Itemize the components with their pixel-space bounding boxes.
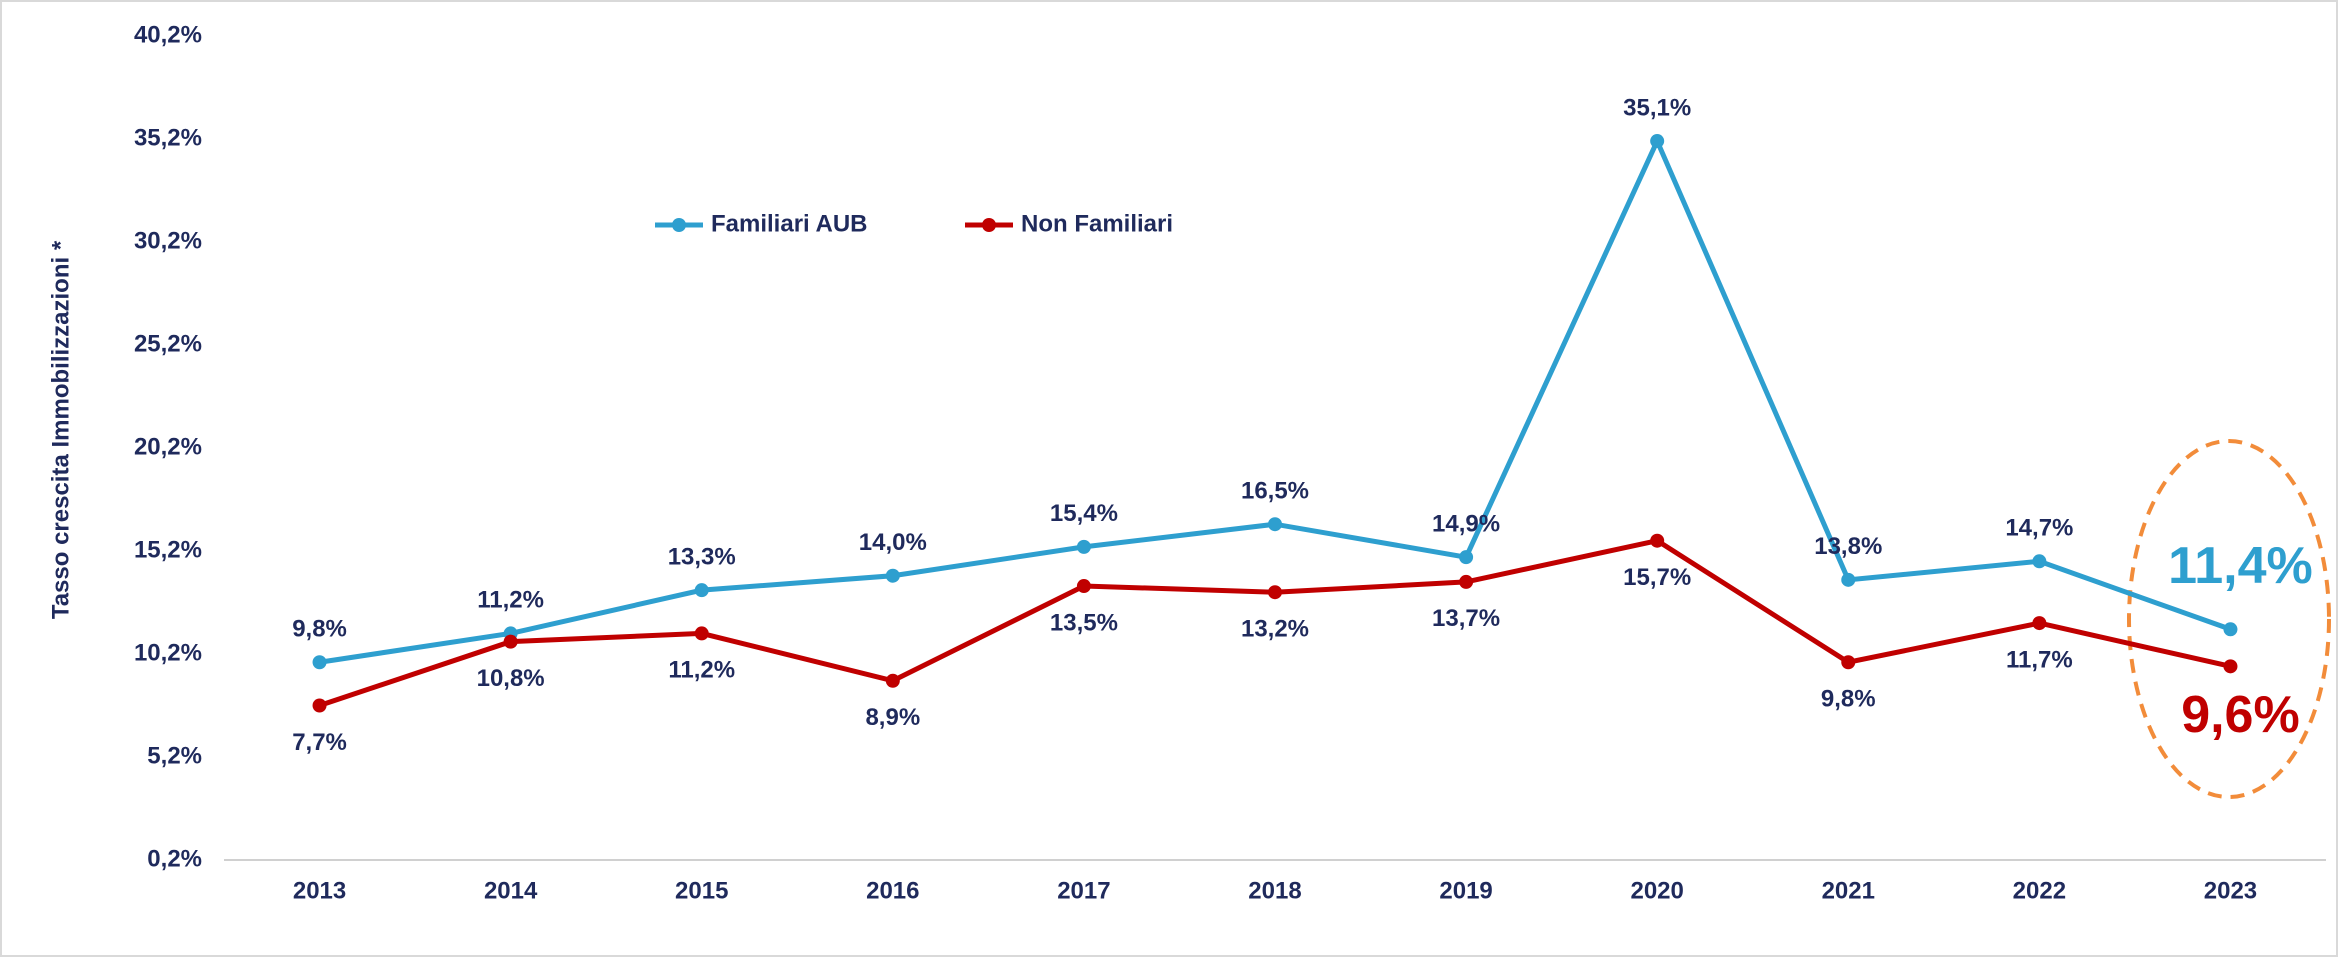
data-label: 13,5% [1050, 609, 1118, 636]
x-tick-label: 2022 [2013, 877, 2066, 904]
y-tick-label: 20,2% [134, 433, 202, 460]
legend-label: Familiari AUB [711, 210, 867, 237]
data-label: 10,8% [477, 665, 545, 692]
data-label: 9,8% [1821, 686, 1876, 713]
point [2032, 554, 2047, 569]
y-tick-label: 0,2% [147, 845, 202, 872]
data-label: 13,3% [668, 543, 736, 570]
point [1459, 550, 1474, 565]
legend-marker [672, 218, 686, 232]
data-label: 15,4% [1050, 500, 1118, 527]
data-label: 13,8% [1814, 533, 1882, 560]
point [1650, 533, 1665, 548]
y-tick-label: 25,2% [134, 330, 202, 357]
point [1841, 655, 1856, 670]
data-label: 11,4% [2168, 537, 2313, 595]
y-tick-label: 15,2% [134, 536, 202, 563]
y-tick-label: 10,2% [134, 639, 202, 666]
point [2032, 616, 2047, 631]
data-label: 35,1% [1623, 94, 1691, 121]
data-label: 13,2% [1241, 616, 1309, 643]
data-label: 9,6% [2181, 686, 2300, 744]
point [1650, 134, 1665, 149]
point [2223, 622, 2238, 637]
data-label: 13,7% [1432, 605, 1500, 632]
point [885, 673, 900, 688]
point [503, 634, 518, 649]
point [2223, 659, 2238, 674]
x-tick-label: 2015 [675, 877, 728, 904]
x-tick-label: 2013 [293, 877, 346, 904]
y-tick-label: 40,2% [134, 21, 202, 48]
point [1076, 579, 1091, 594]
y-axis-label: Tasso crescita Immobilizzazioni * [47, 240, 74, 619]
point [694, 626, 709, 641]
x-tick-label: 2020 [1630, 877, 1683, 904]
x-tick-label: 2023 [2204, 877, 2257, 904]
y-tick-label: 30,2% [134, 227, 202, 254]
y-tick-label: 5,2% [147, 742, 202, 769]
x-tick-label: 2017 [1057, 877, 1110, 904]
data-label: 14,7% [2005, 515, 2073, 542]
data-label: 16,5% [1241, 478, 1309, 505]
x-tick-label: 2016 [866, 877, 919, 904]
x-tick-label: 2014 [484, 877, 538, 904]
highlight-ellipse [2127, 439, 2331, 799]
point [694, 583, 709, 598]
data-label: 15,7% [1623, 564, 1691, 591]
data-label: 14,9% [1432, 511, 1500, 538]
point [1841, 572, 1856, 587]
legend-marker [982, 218, 996, 232]
point [312, 655, 327, 670]
data-label: 8,9% [865, 704, 920, 731]
x-tick-label: 2021 [1822, 877, 1875, 904]
data-label: 9,8% [292, 616, 347, 643]
legend-label: Non Familiari [1021, 210, 1173, 237]
data-label: 11,2% [477, 587, 544, 614]
series-line [319, 134, 2232, 665]
y-tick-label: 35,2% [134, 124, 202, 151]
x-tick-label: 2018 [1248, 877, 1301, 904]
point [1268, 585, 1282, 600]
point [312, 698, 327, 713]
point [1268, 517, 1282, 532]
data-label: 7,7% [292, 729, 347, 756]
data-label: 11,2% [668, 657, 735, 684]
point [885, 568, 900, 583]
point [1459, 574, 1474, 589]
point [1076, 539, 1091, 554]
data-label: 14,0% [859, 529, 927, 556]
x-tick-label: 2019 [1439, 877, 1492, 904]
data-label: 11,7% [2006, 646, 2073, 673]
